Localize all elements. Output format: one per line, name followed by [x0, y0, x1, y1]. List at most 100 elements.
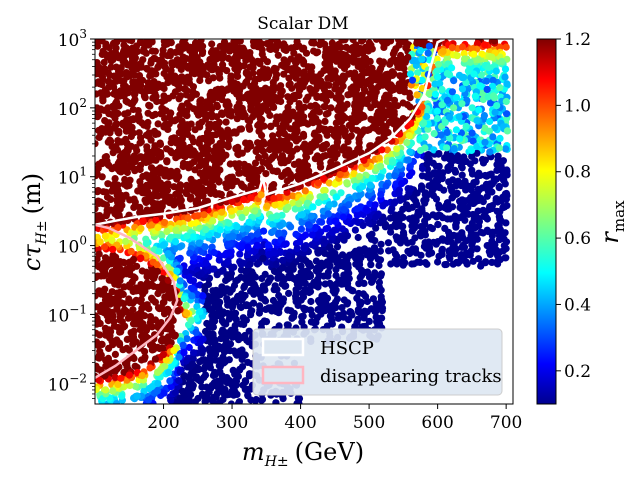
scatter-point	[355, 234, 362, 241]
scatter-point	[466, 225, 473, 232]
scatter-point	[434, 108, 441, 115]
scatter-point	[453, 126, 460, 133]
scatter-point	[227, 340, 234, 347]
scatter-point	[152, 81, 159, 88]
scatter-point	[396, 189, 403, 196]
scatter-point	[329, 229, 336, 236]
scatter-point	[342, 133, 349, 140]
scatter-point	[215, 384, 222, 391]
scatter-point	[184, 161, 191, 168]
scatter-point	[341, 296, 348, 303]
scatter-point	[163, 158, 170, 165]
scatter-point	[452, 222, 459, 229]
scatter-point	[198, 160, 205, 167]
scatter-point	[151, 156, 158, 163]
scatter-point	[377, 272, 384, 279]
scatter-point	[182, 85, 189, 92]
scatter-point	[488, 171, 495, 178]
scatter-point	[409, 246, 416, 253]
scatter-point	[177, 138, 184, 145]
scatter-point	[265, 241, 272, 248]
scatter-point	[97, 199, 104, 206]
scatter-point	[102, 154, 109, 161]
scatter-point	[146, 72, 153, 79]
scatter-point	[498, 58, 505, 65]
scatter-point	[95, 108, 102, 115]
scatter-point	[362, 88, 369, 95]
scatter-point	[261, 140, 268, 147]
scatter-point	[469, 211, 476, 218]
scatter-point	[206, 332, 213, 339]
scatter-point	[454, 52, 461, 59]
scatter-point	[294, 245, 301, 252]
scatter-point	[496, 216, 503, 223]
scatter-point	[227, 160, 234, 167]
scatter-point	[145, 110, 152, 117]
scatter-point	[228, 73, 235, 80]
scatter-point	[246, 49, 253, 56]
scatter-point	[496, 160, 503, 167]
scatter-point	[158, 275, 165, 282]
scatter-point	[479, 184, 486, 191]
scatter-point	[220, 289, 227, 296]
scatter-point	[260, 148, 267, 155]
scatter-point	[240, 196, 247, 203]
scatter-point	[494, 198, 501, 205]
scatter-point	[114, 137, 121, 144]
scatter-point	[266, 40, 273, 47]
scatter-point	[122, 136, 129, 143]
scatter-point	[272, 75, 279, 82]
scatter-point	[266, 146, 273, 153]
scatter-point	[307, 298, 314, 305]
scatter-point	[460, 212, 467, 219]
scatter-point	[377, 191, 384, 198]
scatter-point	[378, 315, 385, 322]
scatter-point	[105, 119, 112, 126]
scatter-point	[111, 323, 118, 330]
scatter-point	[377, 163, 384, 170]
scatter-point	[336, 98, 343, 105]
scatter-point	[200, 68, 207, 75]
scatter-point	[247, 194, 254, 201]
scatter-point	[212, 371, 219, 378]
scatter-point	[357, 99, 364, 106]
scatter-point	[475, 106, 482, 113]
scatter-point	[100, 272, 107, 279]
scatter-point	[147, 194, 154, 201]
scatter-point	[169, 172, 176, 179]
scatter-point	[113, 305, 120, 312]
scatter-point	[424, 191, 431, 198]
scatter-point	[444, 129, 451, 136]
scatter-point	[321, 86, 328, 93]
scatter-point	[414, 259, 421, 266]
scatter-point	[125, 298, 132, 305]
scatter-point	[114, 290, 121, 297]
scatter-point	[190, 233, 197, 240]
scatter-point	[163, 294, 170, 301]
scatter-point	[503, 202, 510, 209]
scatter-point	[269, 153, 276, 160]
scatter-point	[219, 55, 226, 62]
scatter-point	[229, 233, 236, 240]
scatter-point	[292, 276, 299, 283]
scatter-point	[503, 98, 510, 105]
scatter-point	[120, 259, 127, 266]
scatter-point	[99, 341, 106, 348]
scatter-point	[382, 92, 389, 99]
scatter-point	[285, 290, 292, 297]
scatter-point	[409, 239, 416, 246]
figure: Scalar DM 200 300 400 500 600 700 10−210−1100…	[0, 0, 640, 480]
scatter-point	[503, 166, 510, 173]
scatter-point	[95, 161, 102, 168]
scatter-point	[399, 206, 406, 213]
scatter-point	[444, 97, 451, 104]
scatter-point	[93, 90, 100, 97]
scatter-point	[358, 299, 365, 306]
scatter-point	[371, 92, 378, 99]
scatter-point	[439, 171, 446, 178]
scatter-point	[146, 182, 153, 189]
scatter-point	[488, 238, 495, 245]
scatter-point	[121, 306, 128, 313]
scatter-point	[248, 307, 255, 314]
scatter-point	[347, 115, 354, 122]
